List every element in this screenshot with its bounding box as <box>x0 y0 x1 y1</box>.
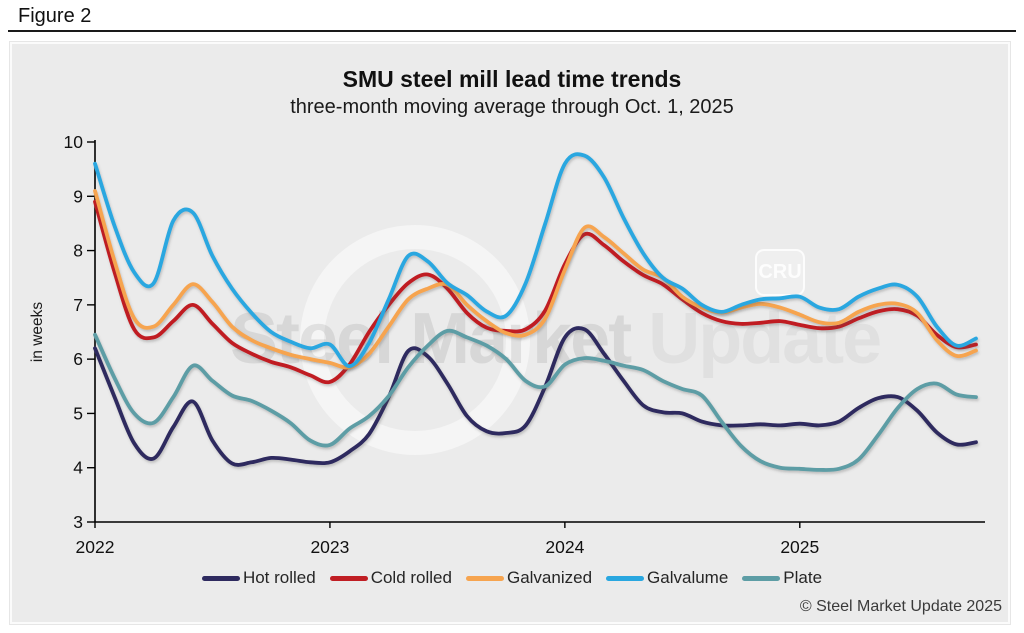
legend-item-hot-rolled: Hot rolled <box>201 568 316 588</box>
series-line-plate <box>93 328 978 472</box>
x-tick-label: 2024 <box>545 537 584 557</box>
legend-swatch-plate <box>742 575 781 581</box>
watermark-secondary: Update <box>630 299 882 379</box>
x-tick-label: 2022 <box>76 537 115 557</box>
series-line-galvalume <box>93 152 978 369</box>
y-tick-label: 6 <box>73 349 83 369</box>
legend-label-cold-rolled: Cold rolled <box>370 568 452 587</box>
y-tick-label: 4 <box>73 458 83 478</box>
cru-logo-icon: CRU <box>755 249 805 296</box>
y-tick-label: 9 <box>73 186 83 206</box>
x-tick-label: 2023 <box>310 537 349 557</box>
y-axis-label: in weeks <box>29 301 46 363</box>
chart-title: SMU steel mill lead time trends <box>342 66 682 92</box>
legend-item-galvanized: Galvanized <box>465 568 593 588</box>
series-line-hot-rolled <box>93 326 978 467</box>
legend-label-galvanized: Galvanized <box>506 568 593 587</box>
y-tick-label: 10 <box>64 132 84 152</box>
series-line-cold-rolled <box>93 199 978 385</box>
legend-item-cold-rolled: Cold rolled <box>329 568 452 588</box>
legend-label-hot-rolled: Hot rolled <box>242 568 316 587</box>
figure-label: Figure 2 <box>18 5 92 27</box>
figure-divider <box>8 30 1016 32</box>
legend-label-plate: Plate <box>783 568 823 587</box>
legend: Hot rolled Cold rolled Galvanized Galvalume… <box>0 568 1024 588</box>
legend-swatch-hot-rolled <box>201 575 240 581</box>
y-tick-label: 8 <box>73 241 83 261</box>
x-tick-label: 2025 <box>780 537 819 557</box>
legend-item-plate: Plate <box>742 568 822 588</box>
legend-label-galvalume: Galvalume <box>647 568 729 587</box>
chart-subtitle: three-month moving average through Oct. … <box>290 96 734 118</box>
legend-swatch-galvalume <box>606 575 645 581</box>
y-tick-label: 7 <box>73 295 83 315</box>
legend-item-galvalume: Galvalume <box>606 568 728 588</box>
legend-swatch-cold-rolled <box>329 575 368 581</box>
series-lines <box>93 152 978 472</box>
y-tick-label: 3 <box>73 512 83 532</box>
axes: 3 4 5 6 7 8 9 10 2022 2023 2024 2025 <box>64 132 985 557</box>
legend-swatch-galvanized <box>465 575 504 581</box>
copyright-text: © Steel Market Update 2025 <box>799 598 1002 615</box>
y-tick-label: 5 <box>73 403 83 423</box>
series-line-galvanized <box>93 189 978 370</box>
